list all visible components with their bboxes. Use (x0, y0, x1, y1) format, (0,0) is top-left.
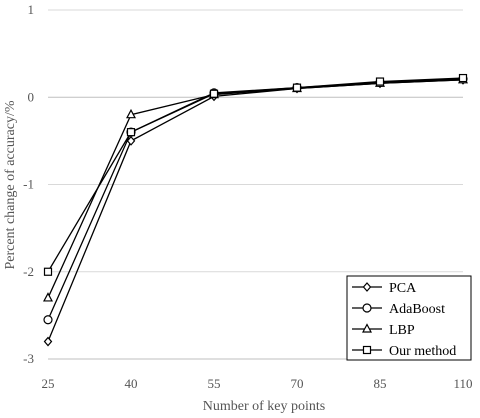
series-markers (43, 73, 468, 347)
legend: PCA AdaBoost LBP Our method (346, 275, 472, 361)
x-tick-label: 110 (453, 376, 472, 391)
legend-marker-diamond (362, 282, 372, 292)
data-point-square (292, 83, 302, 92)
data-point-diamond (126, 135, 136, 146)
data-point-square (43, 267, 53, 276)
data-point-diamond (43, 336, 53, 347)
legend-label: AdaBoost (389, 302, 445, 317)
y-tick-label: 0 (28, 89, 35, 104)
x-tick-label: 25 (42, 376, 55, 391)
data-point-circle (43, 315, 53, 325)
y-tick-label: -2 (23, 264, 34, 279)
x-tick-labels: 25 40 55 70 85 110 (42, 376, 473, 391)
series-line-square (47, 77, 464, 273)
y-axis-title: Percent change of accuracy/% (3, 100, 18, 269)
series-lines (47, 77, 464, 342)
data-point-square (458, 73, 468, 83)
x-tick-label: 70 (291, 376, 304, 391)
legend-marker-circle (362, 303, 372, 313)
legend-label: PCA (389, 281, 417, 296)
x-tick-label: 85 (374, 376, 387, 391)
data-point-square (375, 77, 385, 86)
y-tick-label: 1 (28, 2, 35, 17)
legend-marker-triangle (362, 323, 372, 333)
data-point-triangle (126, 108, 136, 119)
gridlines (48, 9, 463, 273)
y-tick-label: -1 (23, 177, 34, 192)
x-axis-title: Number of key points (203, 399, 325, 414)
legend-marker-square (362, 345, 372, 355)
x-tick-label: 55 (208, 376, 221, 391)
x-tick-label: 40 (125, 376, 138, 391)
y-tick-label: -3 (23, 351, 34, 366)
series-line-triangle (47, 79, 464, 299)
y-tick-labels: 1 0 -1 -2 -3 (23, 2, 34, 366)
data-point-square (209, 89, 219, 98)
data-point-triangle (43, 292, 53, 302)
legend-label: LBP (389, 323, 415, 338)
data-point-square (126, 128, 136, 137)
legend-label: Our method (389, 344, 456, 359)
